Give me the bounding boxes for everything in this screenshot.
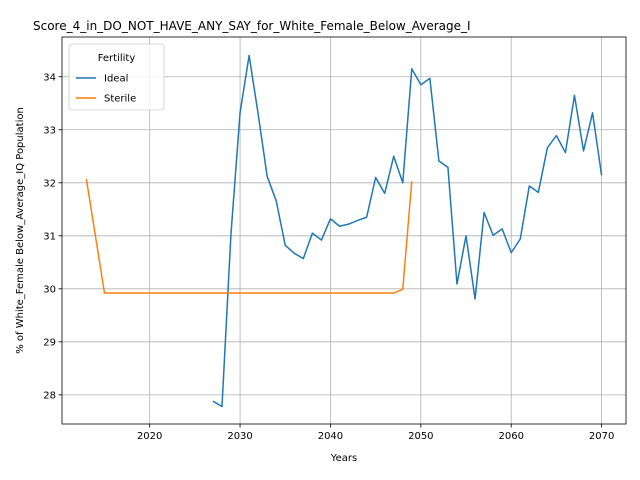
y-tick-label: 29: [43, 337, 56, 348]
x-tick-label: 2070: [589, 431, 614, 442]
series-layer: [85, 54, 603, 408]
grid-lines: [62, 37, 626, 424]
y-axis-ticks: 28 29 30 31 32 33 34: [43, 72, 62, 401]
x-tick-label: 2060: [498, 431, 523, 442]
x-tick-label: 2020: [137, 431, 162, 442]
plot-frame: [61, 36, 627, 425]
legend-box: [68, 43, 165, 111]
x-axis-ticks: 2020 2030 2040 2050 2060 2070: [137, 424, 614, 442]
y-tick-label: 34: [43, 72, 56, 83]
legend-items: Ideal Sterile: [76, 74, 136, 105]
y-tick-label: 30: [43, 284, 56, 295]
series-line-ideal: [212, 54, 603, 408]
y-axis-label: % of White_Female Below_Average_IQ Popul…: [15, 107, 26, 354]
chart-title: Score_4_in_DO_NOT_HAVE_ANY_SAY_for_White…: [33, 19, 471, 33]
x-tick-label: 2030: [227, 431, 252, 442]
x-axis-label: Years: [330, 453, 357, 464]
legend-title: Fertility: [98, 53, 136, 64]
y-tick-label: 33: [43, 125, 56, 136]
x-tick-label: 2040: [318, 431, 343, 442]
x-tick-label: 2050: [408, 431, 433, 442]
y-tick-label: 28: [43, 390, 56, 401]
legend: Fertility Ideal Sterile: [68, 43, 165, 111]
series-line-sterile: [85, 178, 413, 294]
legend-label-sterile: Sterile: [104, 94, 136, 105]
y-tick-label: 32: [43, 178, 56, 189]
legend-label-ideal: Ideal: [104, 74, 128, 85]
y-tick-label: 31: [43, 231, 56, 242]
